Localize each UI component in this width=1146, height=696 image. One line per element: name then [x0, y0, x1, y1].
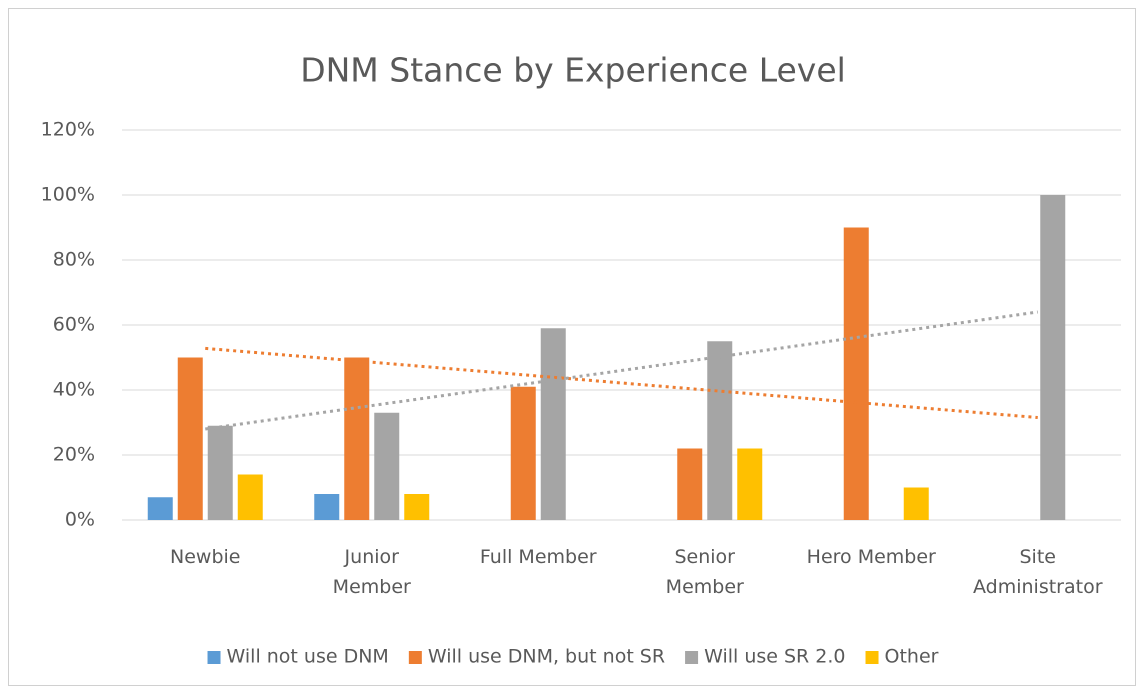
bar: [207, 425, 233, 520]
bar: [237, 474, 263, 520]
bar: [843, 227, 869, 520]
y-tick-label: 100%: [41, 184, 95, 206]
x-tick-label: Newbie: [170, 546, 241, 568]
chart-border: [8, 8, 1136, 686]
legend-label: Will not use DNM: [227, 646, 389, 668]
trendline: [205, 346, 1038, 420]
x-tick-label: Full Member: [479, 546, 597, 568]
x-tick-label: Hero Member: [806, 546, 936, 568]
y-tick-label: 80%: [53, 249, 95, 271]
bar: [737, 448, 763, 520]
bar: [1040, 195, 1066, 520]
legend-swatch: [207, 651, 221, 664]
bar: [314, 494, 340, 520]
bar: [510, 386, 536, 520]
bar: [540, 328, 566, 520]
y-tick-label: 120%: [41, 119, 95, 141]
x-tick-label: Senior Member: [665, 546, 744, 598]
bar: [177, 357, 203, 520]
x-tick-label: Junior Member: [332, 546, 411, 598]
y-tick-label: 40%: [53, 379, 95, 401]
bar: [707, 341, 733, 520]
x-tick-label: Site Administrator: [972, 546, 1103, 598]
trendline: [205, 310, 1038, 431]
legend-swatch: [408, 651, 422, 664]
bar: [404, 494, 430, 520]
legend-label: Will use DNM, but not SR: [428, 646, 665, 668]
bar: [374, 412, 400, 520]
chart-title: DNM Stance by Experience Level: [300, 51, 846, 90]
legend-swatch: [865, 651, 879, 664]
legend-label: Will use SR 2.0: [704, 646, 845, 668]
legend-label: Other: [885, 646, 939, 668]
bar: [147, 497, 173, 520]
y-tick-label: 60%: [53, 314, 95, 336]
y-tick-label: 20%: [53, 444, 95, 466]
legend-swatch: [685, 651, 699, 664]
bar: [903, 487, 929, 520]
bar: [344, 357, 370, 520]
y-tick-label: 0%: [65, 509, 95, 531]
bar: [677, 448, 703, 520]
